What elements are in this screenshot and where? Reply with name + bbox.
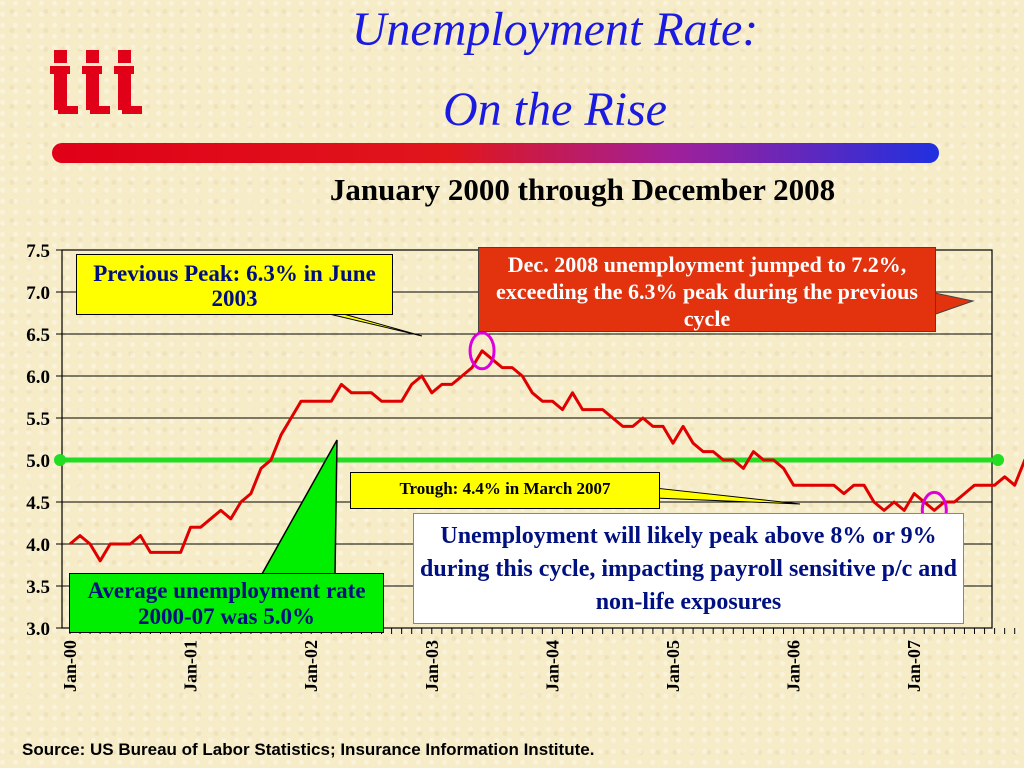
y-tick-label: 6.0 [26,367,50,388]
x-tick-label: Jan-04 [542,640,562,692]
trough-callout: Trough: 4.4% in March 2007 [350,472,660,509]
y-tick-label: 3.0 [26,619,50,640]
page-title-line2: On the Rise [443,83,667,136]
x-tick-label: Jan-01 [181,640,201,692]
chart-subtitle: January 2000 through December 2008 [329,172,836,207]
x-tick-label: Jan-00 [60,640,80,692]
previous-peak-callout: Previous Peak: 6.3% in June 2003 [76,254,393,315]
highlight-ellipse [468,331,496,371]
y-tick-label: 6.5 [26,325,50,346]
x-tick-label: Jan-05 [663,640,683,692]
x-tick-label: Jan-03 [422,640,442,692]
average-rate-callout: Average unemployment rate 2000-07 was 5.… [69,573,384,633]
y-axis: 3.0 3.5 4.0 4.5 5.0 5.5 6.0 6.5 7.0 7.5 [26,241,62,640]
outlook-callout: Unemployment will likely peak above 8% o… [413,513,964,624]
x-axis: Jan-00 Jan-01 Jan-02 Jan-03 Jan-04 Jan-05 Jan-… [60,628,1016,692]
unemployment-series-line [69,349,1024,563]
iii-logo-icon [50,50,142,114]
y-tick-label: 7.5 [26,241,50,262]
x-tick-label: Jan-06 [784,640,804,692]
average-line-start-marker [54,454,66,466]
y-tick-label: 3.5 [26,577,50,598]
peak-callout-pointer [324,312,423,337]
dec-2008-callout: Dec. 2008 unemployment jumped to 7.2%, e… [478,247,936,332]
y-tick-label: 4.0 [26,535,50,556]
y-tick-label: 4.5 [26,493,50,514]
y-tick-label: 5.5 [26,409,50,430]
dec-callout-pointer [929,291,975,317]
title-divider-bar [52,143,939,163]
y-tick-label: 7.0 [26,283,50,304]
x-tick-label: Jan-02 [301,640,321,692]
page-title-line1: Unemployment Rate: [351,3,759,56]
average-line-end-marker [992,454,1004,466]
source-note: Source: US Bureau of Labor Statistics; I… [22,740,595,759]
y-tick-label: 5.0 [26,451,50,472]
x-tick-label: Jan-07 [904,640,924,692]
